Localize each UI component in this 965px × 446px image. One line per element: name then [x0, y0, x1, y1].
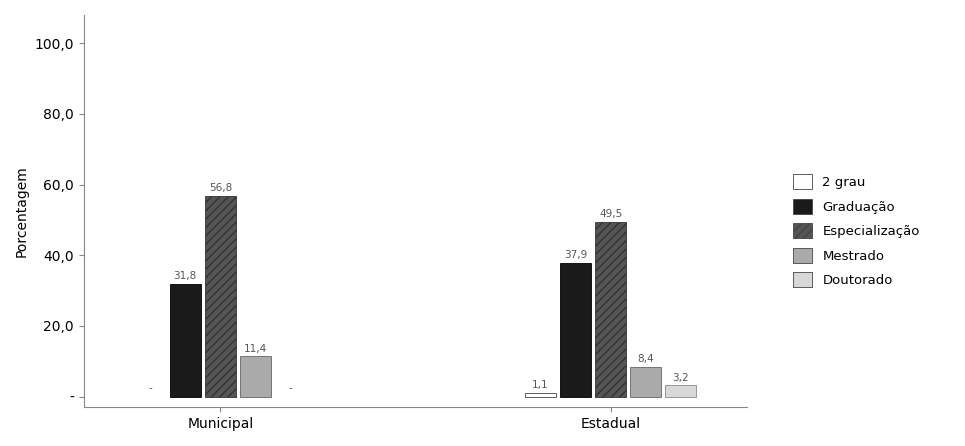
- Legend: 2 grau, Graduação, Especialização, Mestrado, Doutorado: 2 grau, Graduação, Especialização, Mestr…: [786, 168, 926, 294]
- Bar: [665, 385, 697, 396]
- Bar: [170, 284, 201, 396]
- Bar: [595, 222, 626, 396]
- Text: 56,8: 56,8: [208, 183, 232, 193]
- Text: -: -: [149, 383, 152, 393]
- Bar: [205, 196, 236, 396]
- Bar: [630, 367, 661, 396]
- Text: 11,4: 11,4: [244, 343, 267, 354]
- Bar: [560, 263, 592, 396]
- Text: 37,9: 37,9: [564, 250, 587, 260]
- Text: 49,5: 49,5: [599, 209, 622, 219]
- Bar: [240, 356, 271, 396]
- Text: 3,2: 3,2: [673, 372, 689, 383]
- Y-axis label: Porcentagem: Porcentagem: [15, 165, 29, 257]
- Text: -: -: [289, 383, 292, 393]
- Text: 1,1: 1,1: [532, 380, 549, 390]
- Text: 31,8: 31,8: [174, 272, 197, 281]
- Text: 8,4: 8,4: [638, 354, 654, 364]
- Bar: [525, 393, 556, 396]
